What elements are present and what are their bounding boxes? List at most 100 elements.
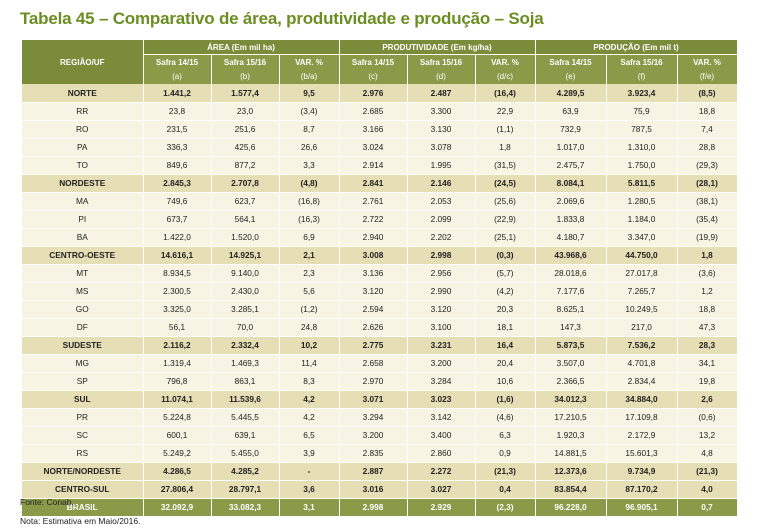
value-cell: 3.120 (407, 300, 476, 319)
value-cell: 7.536,2 (606, 336, 678, 355)
region-cell: MA (22, 192, 144, 211)
value-cell: 9.140,0 (211, 264, 280, 283)
value-cell: 5.455,0 (211, 444, 280, 463)
value-cell: 17.210,5 (535, 408, 607, 427)
value-cell: 5.445,5 (211, 408, 280, 427)
value-cell: 796,8 (143, 372, 212, 391)
column-header: Safra 15/16 (211, 54, 280, 69)
value-cell: (16,3) (279, 210, 340, 229)
value-cell: 2.707,8 (211, 174, 280, 193)
value-cell: 5.224,8 (143, 408, 212, 427)
region-total-row: NORTE 1.441,2 1.577,4 9,5 2.976 2.487 (16,4) 4.… (22, 84, 738, 103)
area-group-header: ÁREA (Em mil ha) (143, 40, 340, 55)
value-cell: 11,4 (279, 354, 340, 373)
table-row: GO 3.325,0 3.285,1 (1,2) 2.594 3.120 20,3 8.625… (22, 300, 738, 319)
value-cell: 1.995 (407, 156, 476, 175)
value-cell: 4.285,2 (211, 462, 280, 481)
region-cell: BRASIL (22, 498, 144, 517)
value-cell: 3.347,0 (606, 228, 678, 247)
value-cell: 2.775 (339, 336, 408, 355)
value-cell: 13,2 (677, 426, 738, 445)
value-cell: 24,8 (279, 318, 340, 337)
table-row: MG 1.319,4 1.469,3 11,4 2.658 3.200 20,4 3.507,… (22, 354, 738, 373)
value-cell: 3.100 (407, 318, 476, 337)
table-row: PI 673,7 564,1 (16,3) 2.722 2.099 (22,9) 1.833,… (22, 210, 738, 229)
production-group-header: PRODUÇÃO (Em mil t) (535, 40, 738, 55)
region-cell: PR (22, 408, 144, 427)
value-cell: - (279, 462, 340, 481)
value-cell: 2.366,5 (535, 372, 607, 391)
value-cell: 2.841 (339, 174, 408, 193)
value-cell: 12.373,6 (535, 462, 607, 481)
value-cell: 4,2 (279, 408, 340, 427)
value-cell: 6,3 (475, 426, 536, 445)
value-cell: 7.265,7 (606, 282, 678, 301)
region-total-row: CENTRO-SUL 27.806,4 28.797,1 3,6 3.016 3.027 0… (22, 480, 738, 499)
value-cell: (24,5) (475, 174, 536, 193)
value-cell: (29,3) (677, 156, 738, 175)
region-column-header: REGIÃO/UF (22, 40, 144, 84)
value-cell: 3.008 (339, 246, 408, 265)
value-cell: (0,3) (475, 246, 536, 265)
table-row: MS 2.300,5 2.430,0 5,6 3.120 2.990 (4,2) 7.177,… (22, 282, 738, 301)
value-cell: 1.310,0 (606, 138, 678, 157)
value-cell: (19,9) (677, 228, 738, 247)
region-cell: NORDESTE (22, 174, 144, 193)
value-cell: 2.998 (407, 246, 476, 265)
value-cell: 28.797,1 (211, 480, 280, 499)
value-cell: 15.601,3 (606, 444, 678, 463)
value-cell: (25,1) (475, 228, 536, 247)
value-cell: 1.441,2 (143, 84, 212, 103)
value-cell: 2.202 (407, 228, 476, 247)
column-code: (d) (407, 69, 476, 84)
value-cell: 3.142 (407, 408, 476, 427)
value-cell: 28,3 (677, 336, 738, 355)
column-header: Safra 15/16 (606, 54, 678, 69)
value-cell: 34.012,3 (535, 390, 607, 409)
table-row: MA 749,6 623,7 (16,8) 2.761 2.053 (25,6) 2.069,… (22, 192, 738, 211)
value-cell: 8.934,5 (143, 264, 212, 283)
value-cell: 23,0 (211, 102, 280, 121)
table-row: RO 231,5 251,6 8,7 3.166 3.130 (1,1) 732,9 787,5… (22, 120, 738, 139)
column-code: (b) (211, 69, 280, 84)
table-row: SC 600,1 639,1 6,5 3.200 3.400 6,3 1.920,3 2.172… (22, 426, 738, 445)
region-cell: SC (22, 426, 144, 445)
value-cell: 18,8 (677, 300, 738, 319)
value-cell: (22,9) (475, 210, 536, 229)
table-row: TO 849,6 877,2 3,3 2.914 1.995 (31,5) 2.475,7 1.… (22, 156, 738, 175)
soy-comparison-table: REGIÃO/UF ÁREA (Em mil ha) PRODUTIVIDADE… (22, 40, 738, 517)
value-cell: 1.017,0 (535, 138, 607, 157)
value-cell: 2.430,0 (211, 282, 280, 301)
value-cell: 849,6 (143, 156, 212, 175)
value-cell: 673,7 (143, 210, 212, 229)
value-cell: 3.166 (339, 120, 408, 139)
table-row: SP 796,8 863,1 8,3 2.970 3.284 10,6 2.366,5 2.83… (22, 372, 738, 391)
value-cell: 1.184,0 (606, 210, 678, 229)
value-cell: 8.084,1 (535, 174, 607, 193)
value-cell: 877,2 (211, 156, 280, 175)
value-cell: 10,2 (279, 336, 340, 355)
value-cell: 6,9 (279, 228, 340, 247)
value-cell: 43.968,6 (535, 246, 607, 265)
value-cell: 2.887 (339, 462, 408, 481)
value-cell: 3.294 (339, 408, 408, 427)
value-cell: 4.180,7 (535, 228, 607, 247)
value-cell: 20,3 (475, 300, 536, 319)
table-row: PA 336,3 425,6 26,6 3.024 3.078 1,8 1.017,0 1.31… (22, 138, 738, 157)
value-cell: 231,5 (143, 120, 212, 139)
value-cell: 2.761 (339, 192, 408, 211)
column-code: (e) (535, 69, 607, 84)
region-cell: SUL (22, 390, 144, 409)
value-cell: 3.507,0 (535, 354, 607, 373)
value-cell: 87.170,2 (606, 480, 678, 499)
value-cell: 2.658 (339, 354, 408, 373)
value-cell: 18,1 (475, 318, 536, 337)
value-cell: 34.884,0 (606, 390, 678, 409)
value-cell: 2.845,3 (143, 174, 212, 193)
value-cell: 3.078 (407, 138, 476, 157)
value-cell: 1,8 (475, 138, 536, 157)
region-cell: SP (22, 372, 144, 391)
value-cell: 27.806,4 (143, 480, 212, 499)
table-row: RR 23,8 23,0 (3,4) 2.685 3.300 22,9 63,9 75,9 18,… (22, 102, 738, 121)
value-cell: 1,8 (677, 246, 738, 265)
